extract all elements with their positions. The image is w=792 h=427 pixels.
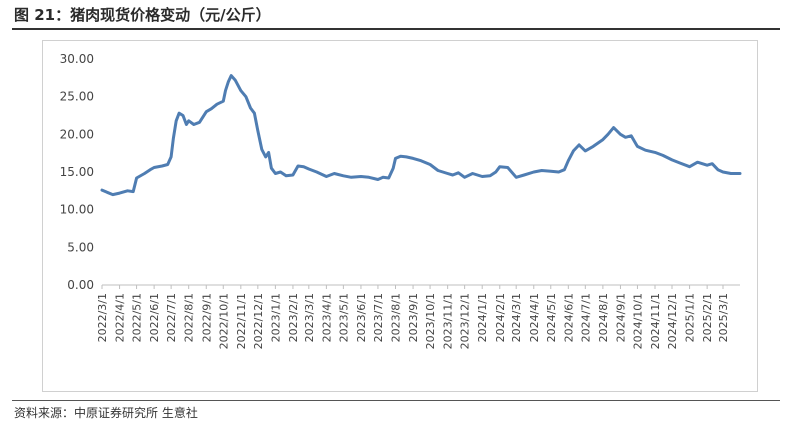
x-tick-label: 2022/3/1 (96, 293, 109, 342)
x-tick-label: 2024/12/1 (666, 293, 679, 349)
x-tick-label: 2023/2/1 (287, 293, 300, 342)
x-tick-label: 2025/2/1 (701, 293, 714, 342)
x-tick-label: 2022/5/1 (131, 293, 144, 342)
x-tick-label: 2024/2/1 (494, 293, 507, 342)
x-tick-label: 2024/4/1 (528, 293, 541, 342)
y-tick-label: 20.00 (60, 127, 94, 141)
y-tick-label: 30.00 (60, 52, 94, 66)
x-tick-label: 2023/8/1 (390, 293, 403, 342)
x-tick-label: 2022/9/1 (200, 293, 213, 342)
x-tick-label: 2022/11/1 (235, 293, 248, 349)
x-tick-label: 2022/8/1 (183, 293, 196, 342)
x-tick-label: 2025/1/1 (684, 293, 697, 342)
x-tick-label: 2022/7/1 (165, 293, 178, 342)
x-tick-label: 2023/4/1 (320, 293, 333, 342)
x-tick-label: 2023/6/1 (355, 293, 368, 342)
x-tick-label: 2024/11/1 (649, 293, 662, 349)
x-tick-label: 2023/11/1 (442, 293, 455, 349)
chart-title: 图 21：猪肉现货价格变动（元/公斤） (14, 6, 271, 24)
x-tick-label: 2023/1/1 (269, 293, 282, 342)
x-tick-label: 2024/6/1 (562, 293, 575, 342)
price-series-line (100, 74, 742, 197)
x-tick-label: 2022/12/1 (252, 293, 265, 349)
y-tick-label: 5.00 (67, 240, 94, 254)
x-tick-label: 2022/10/1 (217, 293, 230, 349)
line-chart: 0.00 5.00 10.00 15.00 20.00 25.00 30.00 2022/3/… (60, 52, 742, 349)
source-note: 资料来源：中原证券研究所 生意社 (14, 406, 198, 420)
x-tick-label: 2023/5/1 (337, 293, 350, 342)
chart-frame (42, 40, 758, 392)
y-tick-label: 0.00 (67, 278, 94, 292)
x-tick-label: 2022/4/1 (114, 293, 127, 342)
x-tick-label: 2024/5/1 (545, 293, 558, 342)
x-tick-label: 2024/3/1 (510, 293, 523, 342)
x-tick-label: 2023/3/1 (303, 293, 316, 342)
title-divider (12, 28, 780, 30)
x-tick-label: 2024/1/1 (476, 293, 489, 342)
x-tick-label: 2025/3/1 (717, 293, 730, 342)
x-tick-label: 2024/10/1 (631, 293, 644, 349)
source-divider (12, 400, 780, 401)
x-tick-label: 2023/12/1 (459, 293, 472, 349)
x-tick-label: 2023/10/1 (424, 293, 437, 349)
y-tick-label: 10.00 (60, 203, 94, 217)
y-tick-label: 15.00 (60, 165, 94, 179)
x-tick-label: 2024/9/1 (614, 293, 627, 342)
x-tick-label: 2023/9/1 (407, 293, 420, 342)
y-tick-label: 25.00 (60, 90, 94, 104)
x-tick-label: 2022/6/1 (148, 293, 161, 342)
x-tick-label: 2024/8/1 (597, 293, 610, 342)
x-tick-label: 2024/7/1 (579, 293, 592, 342)
x-tick-label: 2023/7/1 (372, 293, 385, 342)
